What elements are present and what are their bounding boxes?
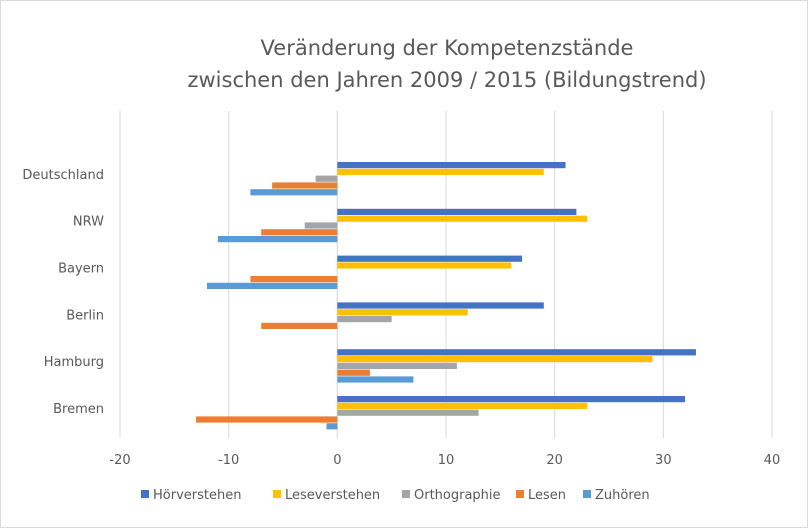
bar-zuhören-nrw: [217, 236, 338, 243]
x-tick-label: -20: [109, 453, 130, 468]
bar-leseverstehen-hamburg: [337, 356, 653, 363]
bar-lesen-nrw: [261, 229, 338, 236]
category-label: NRW: [73, 215, 104, 230]
bar-zuhören-deutschland: [250, 189, 338, 196]
bar-leseverstehen-berlin: [337, 309, 468, 316]
bar-leseverstehen-deutschland: [337, 168, 544, 175]
bar-hörverstehen-deutschland: [337, 162, 566, 169]
bar-zuhören-bremen: [326, 423, 338, 430]
legend-swatch: [273, 490, 281, 498]
bar-zuhören-bayern: [206, 282, 338, 289]
bar-lesen-bayern: [250, 276, 338, 283]
x-tick-label: 10: [438, 453, 455, 468]
x-tick-label: 30: [655, 453, 672, 468]
bar-hörverstehen-bayern: [337, 255, 523, 262]
x-tick-label: 20: [546, 453, 563, 468]
x-tick-label: 0: [333, 453, 341, 468]
bar-hörverstehen-berlin: [337, 302, 544, 309]
bar-orthographie-hamburg: [337, 362, 457, 369]
bar-orthographie-deutschland: [315, 175, 338, 182]
legend-swatch: [583, 490, 591, 498]
bar-orthographie-bremen: [337, 409, 479, 416]
bar-lesen-berlin: [261, 322, 338, 329]
bar-orthographie-berlin: [337, 316, 392, 323]
legend-swatch: [516, 490, 524, 498]
legend-label: Zuhören: [595, 488, 650, 503]
legend-swatch: [141, 490, 149, 498]
bar-lesen-deutschland: [272, 182, 338, 189]
legend-label: Orthographie: [414, 488, 501, 503]
legend-label: Leseverstehen: [285, 488, 380, 503]
category-label: Deutschland: [22, 168, 104, 183]
legend-swatch: [402, 490, 410, 498]
category-label: Berlin: [66, 308, 104, 323]
bar-zuhören-hamburg: [337, 376, 414, 383]
bar-lesen-hamburg: [337, 369, 370, 376]
category-label: Bremen: [53, 402, 104, 417]
bar-leseverstehen-bayern: [337, 262, 512, 269]
bar-leseverstehen-nrw: [337, 215, 588, 222]
legend-label: Lesen: [528, 488, 566, 503]
chart-title-line-1: Veränderung der Kompetenzstände: [261, 36, 634, 60]
legend-label: Hörverstehen: [153, 488, 241, 503]
x-tick-label: 40: [764, 453, 781, 468]
category-label: Hamburg: [44, 355, 104, 370]
chart-title-line-2: zwischen den Jahren 2009 / 2015 (Bildung…: [187, 68, 706, 92]
bar-orthographie-nrw: [304, 222, 338, 229]
bar-lesen-bremen: [196, 416, 338, 423]
x-tick-label: -10: [218, 453, 239, 468]
bar-hörverstehen-bremen: [337, 396, 686, 403]
bar-hörverstehen-nrw: [337, 208, 577, 215]
bar-hörverstehen-hamburg: [337, 349, 696, 356]
bar-leseverstehen-bremen: [337, 402, 588, 409]
category-label: Bayern: [58, 262, 104, 277]
